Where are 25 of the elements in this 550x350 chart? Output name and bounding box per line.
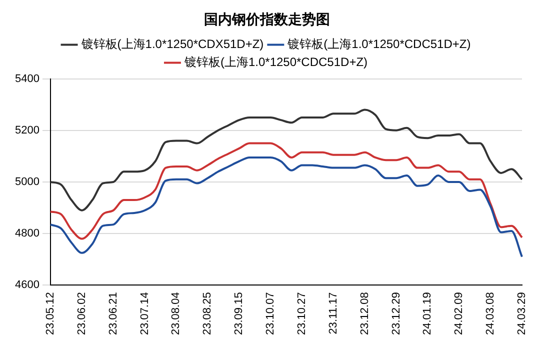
y-tick-label: 5200 xyxy=(14,124,40,136)
x-tick-label: 23.08.04 xyxy=(170,292,182,336)
x-tick-label: 24.03.08 xyxy=(484,292,497,336)
x-tick-label: 23.10.27 xyxy=(296,292,308,336)
y-tick-label: 5000 xyxy=(14,176,40,188)
x-tick-label: 24.02.09 xyxy=(453,292,466,336)
x-tick-label: 23.08.25 xyxy=(202,292,214,336)
x-tick-label: 23.12.29 xyxy=(390,292,402,336)
x-tick-label: 23.12.08 xyxy=(358,292,371,336)
y-tick-label: 4600 xyxy=(14,279,40,292)
x-tick-label: 23.09.15 xyxy=(233,292,246,336)
x-tick-label: 24.03.29 xyxy=(516,292,528,336)
x-tick-label: 23.07.14 xyxy=(138,292,151,336)
legend-label: 镀锌板(上海1.0*1250*CDC51D+Z) xyxy=(286,37,471,52)
x-tick-label: 23.06.02 xyxy=(76,292,88,336)
legend-label: 镀锌板(上海1.0*1250*CDC51D+Z) xyxy=(183,55,368,70)
x-tick-label: 23.10.07 xyxy=(264,292,277,336)
x-tick-label: 23.11.17 xyxy=(327,292,340,334)
x-tick-label: 24.01.19 xyxy=(422,292,434,336)
x-tick-label: 23.06.21 xyxy=(107,292,120,336)
y-tick-label: 5400 xyxy=(14,72,40,85)
y-tick-label: 4800 xyxy=(14,228,40,240)
x-tick-label: 23.05.12 xyxy=(44,292,56,336)
legend-label: 镀锌板(上海1.0*1250*CDX51D+Z) xyxy=(80,37,264,52)
chart-title: 国内钢价指数走势图 xyxy=(204,12,330,28)
